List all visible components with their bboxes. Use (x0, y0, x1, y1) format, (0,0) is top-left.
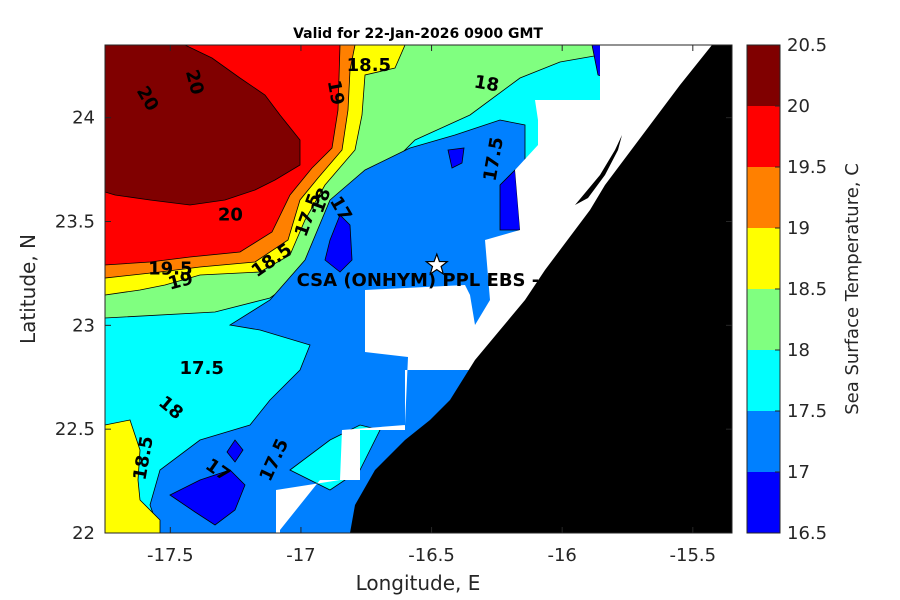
contour-label: 19.5 (148, 258, 192, 279)
colorbar-segment (747, 228, 780, 289)
colorbar-label: Sea Surface Temperature, C (842, 163, 863, 415)
station-star-icon (424, 252, 449, 276)
station-marker: CSA (ONHYM) PPL EBS - We (297, 252, 577, 291)
colorbar: 16.5 17 17.5 18 18.5 19 19.5 20 20.5 (746, 35, 827, 544)
colorbar-segment (747, 167, 780, 228)
y-tick-label: 24 (72, 108, 95, 129)
y-axis-ticks: 22 22.5 23 23.5 24 (55, 108, 732, 544)
contour-label: 18.5 (347, 55, 391, 76)
y-tick-label: 22 (72, 523, 95, 544)
station-label: CSA (ONHYM) PPL EBS - We (297, 270, 577, 291)
contour-label: 17.5 (179, 358, 223, 379)
sst-band-16-5-17-north (447, 147, 465, 169)
colorbar-tick-label: 19.5 (787, 157, 827, 178)
colorbar-tick-label: 20 (787, 96, 810, 117)
sst-band-16-5-17-south (169, 469, 246, 526)
x-tick-label: -17 (286, 545, 315, 566)
x-tick-label: -16 (547, 545, 576, 566)
y-tick-label: 22.5 (55, 419, 95, 440)
colorbar-tick-label: 18 (787, 340, 810, 361)
y-tick-label: 23 (72, 315, 95, 336)
colorbar-segment (747, 106, 780, 167)
colorbar-segment (747, 350, 780, 411)
sst-band-16-5-17-mid (324, 214, 353, 273)
map-plot-area (104, 44, 733, 534)
colorbar-tick-label: 19 (787, 218, 810, 239)
colorbar-segment (747, 289, 780, 350)
colorbar-segment (747, 411, 780, 472)
sst-band-20-20-5 (104, 44, 301, 206)
x-axis-ticks: -17.5 -17 -16.5 -16 -15.5 (147, 45, 716, 566)
colorbar-segment (747, 472, 780, 533)
map-title: Valid for 22-Jan-2026 0900 GMT (293, 26, 543, 42)
y-axis-label: Latitude, N (16, 234, 40, 344)
colorbar-segment (747, 45, 780, 106)
land-mass (350, 45, 732, 533)
plot-frame (104, 44, 733, 534)
contour-label: 18 (472, 71, 500, 96)
colorbar-tick-label: 16.5 (787, 523, 827, 544)
x-tick-label: -17.5 (147, 545, 194, 566)
sst-band-16-5-17-south-small (226, 439, 244, 463)
x-tick-label: -16.5 (408, 545, 455, 566)
x-axis-label: Longitude, E (356, 571, 481, 595)
colorbar-tick-label: 20.5 (787, 35, 827, 56)
colorbar-tick-label: 17.5 (787, 401, 827, 422)
x-tick-label: -15.5 (670, 545, 717, 566)
colorbar-tick-label: 17 (787, 462, 810, 483)
contour-label: 19 (323, 79, 348, 107)
colorbar-tick-label: 18.5 (787, 279, 827, 300)
contour-label: 20 (218, 204, 243, 225)
y-tick-label: 23.5 (55, 212, 95, 233)
